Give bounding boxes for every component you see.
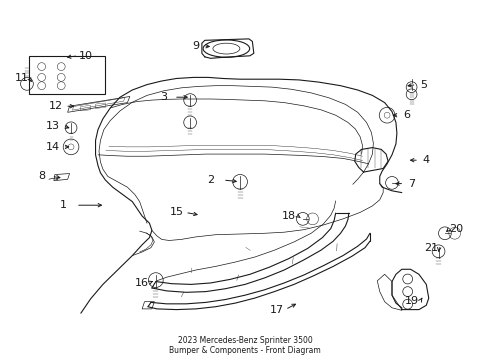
Text: 9: 9: [193, 41, 199, 51]
Text: 11: 11: [15, 73, 29, 84]
Text: 16: 16: [135, 278, 149, 288]
Text: 2: 2: [207, 175, 214, 185]
Text: 5: 5: [420, 80, 427, 90]
Text: 1: 1: [60, 200, 67, 210]
Text: 21: 21: [424, 243, 438, 253]
Text: 12: 12: [49, 101, 63, 111]
Text: 14: 14: [46, 142, 60, 152]
Text: 3: 3: [161, 92, 168, 102]
Text: 7: 7: [408, 179, 415, 189]
Text: 8: 8: [38, 171, 45, 181]
Text: 20: 20: [449, 224, 463, 234]
Text: 19: 19: [405, 296, 418, 306]
Text: 13: 13: [46, 121, 60, 131]
Text: 4: 4: [423, 155, 430, 165]
Text: 18: 18: [282, 211, 296, 221]
Text: 6: 6: [403, 110, 410, 120]
Text: 2023 Mercedes-Benz Sprinter 3500
Bumper & Components - Front Diagram: 2023 Mercedes-Benz Sprinter 3500 Bumper …: [169, 336, 321, 355]
Text: 15: 15: [170, 207, 183, 217]
Text: 10: 10: [79, 51, 93, 61]
Text: 17: 17: [270, 305, 284, 315]
